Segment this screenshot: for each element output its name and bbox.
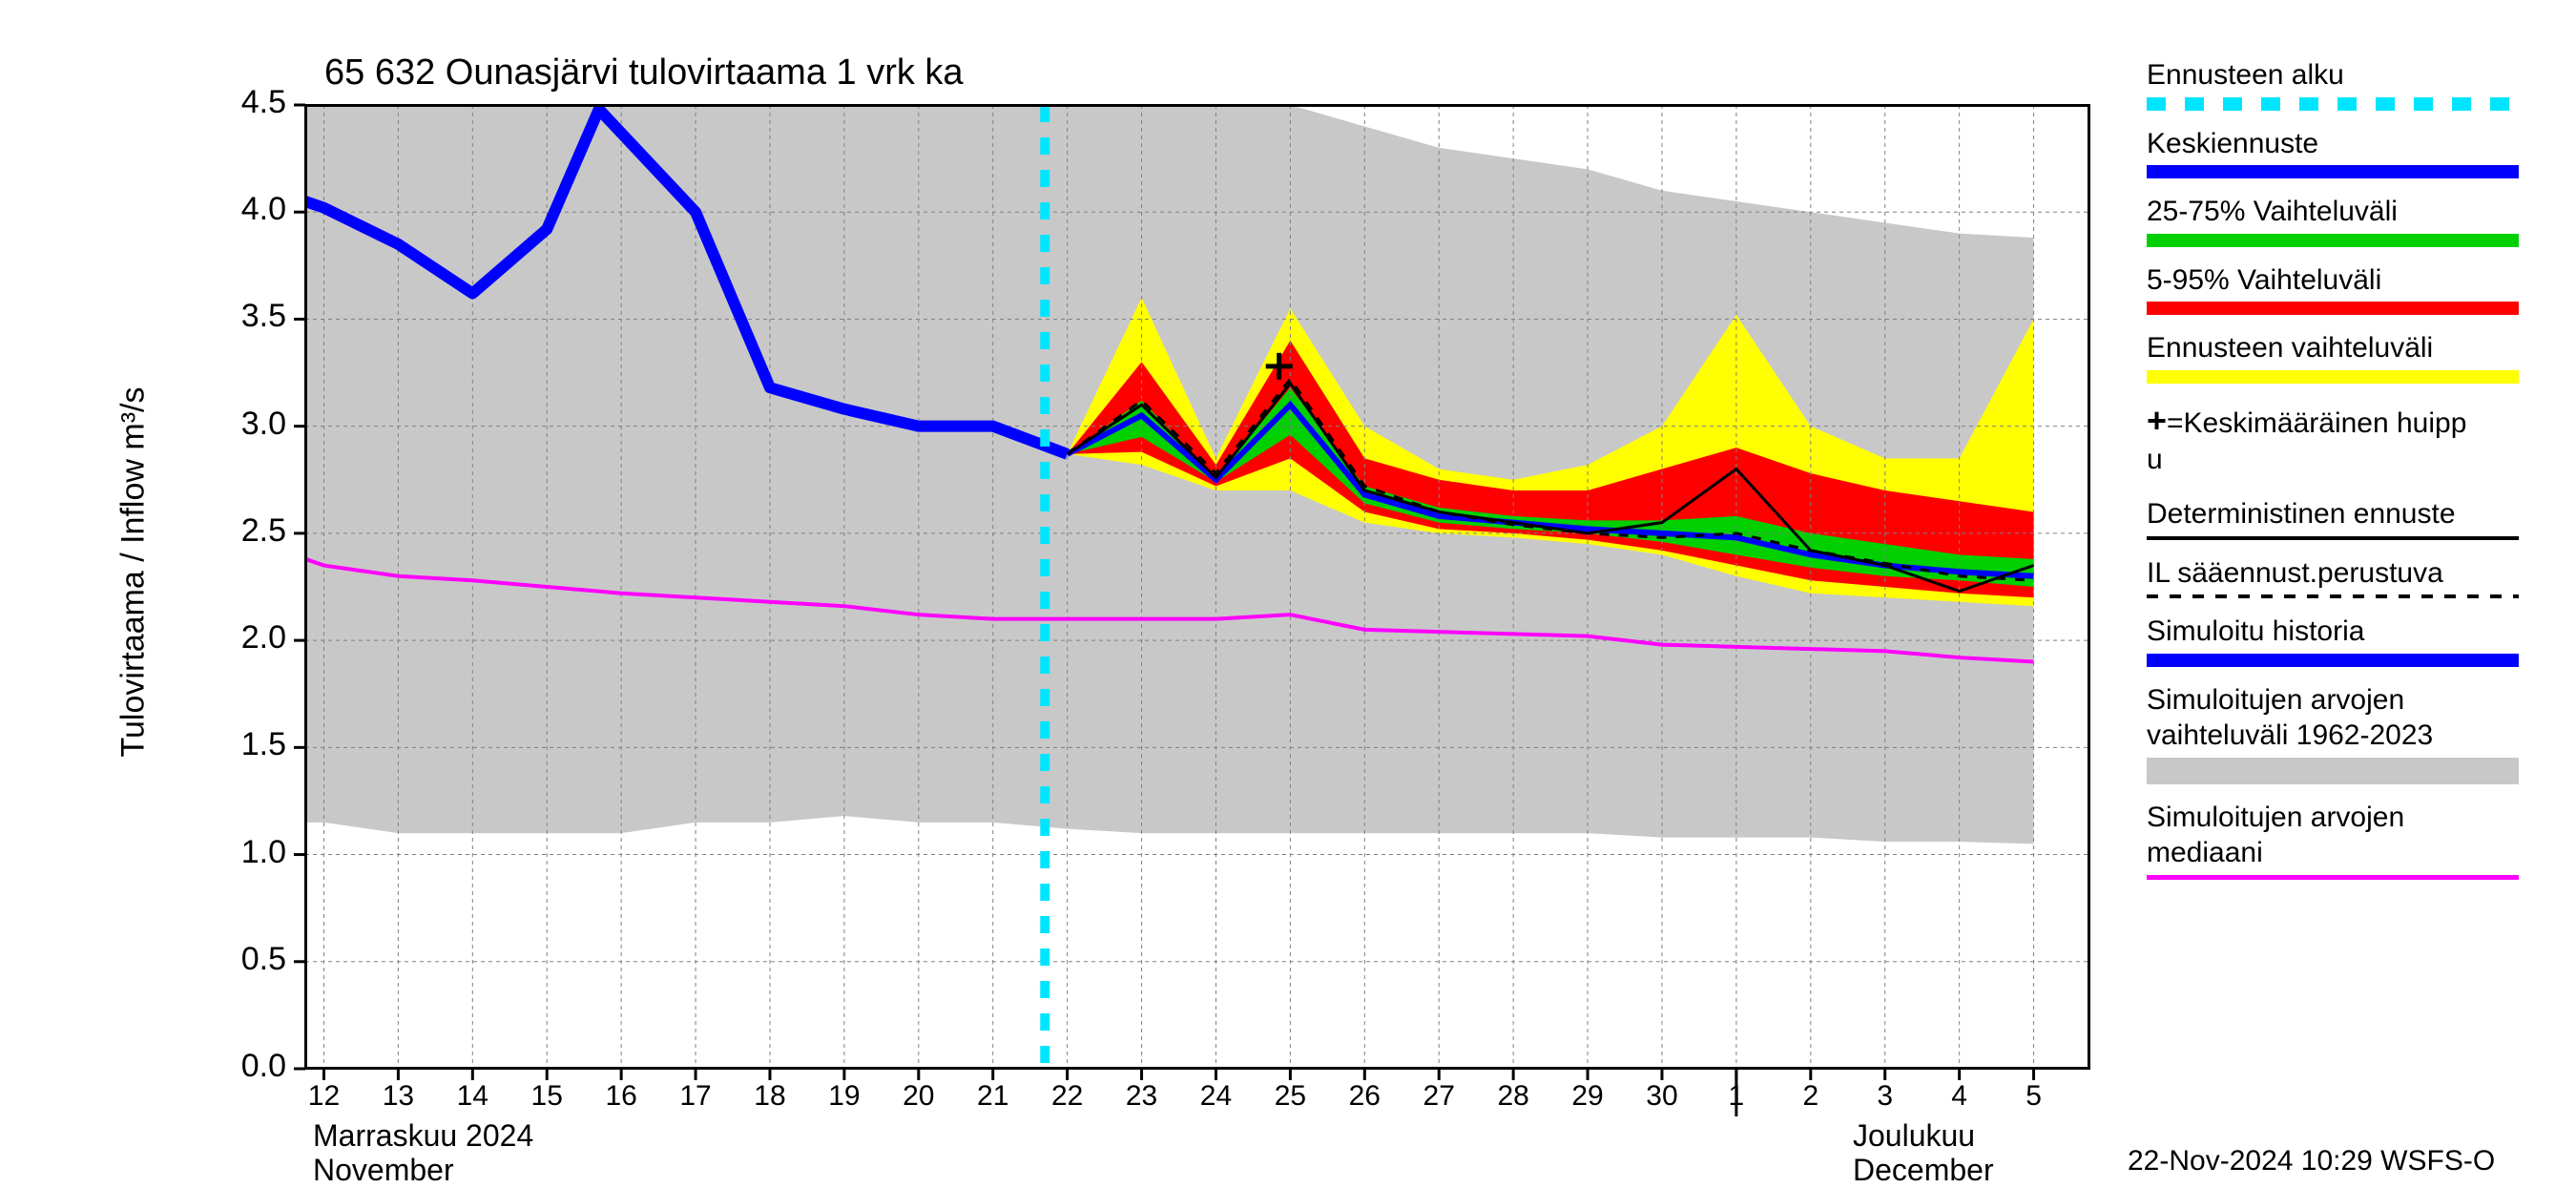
legend-forecast-range: Ennusteen vaihteluväli — [2147, 330, 2557, 384]
month-label-dec-fi: Joulukuu — [1853, 1118, 1975, 1154]
y-tick-label: 3.5 — [241, 298, 286, 335]
x-tick-label: 4 — [1951, 1080, 1967, 1113]
x-tick-label: 18 — [754, 1080, 785, 1113]
legend-il-weather: IL sääennust.perustuva — [2147, 555, 2557, 599]
x-tick-label: 19 — [828, 1080, 860, 1113]
y-tick-label: 4.0 — [241, 191, 286, 228]
plus-icon: + — [2147, 401, 2167, 440]
legend-swatch-blue-history — [2147, 654, 2519, 667]
legend-swatch-cyan-dashed — [2147, 97, 2519, 111]
x-tick-label: 17 — [679, 1080, 711, 1113]
x-tick-label: 13 — [383, 1080, 414, 1113]
legend-5-95: 5-95% Vaihteluväli — [2147, 262, 2557, 316]
y-tick-label: 1.5 — [241, 726, 286, 763]
legend-swatch-blue — [2147, 165, 2519, 178]
x-tick-label: 28 — [1497, 1080, 1528, 1113]
x-tick-label: 25 — [1275, 1080, 1306, 1113]
y-tick-label: 2.5 — [241, 512, 286, 550]
y-tick-label: 4.5 — [241, 84, 286, 121]
legend-sim-range: Simuloitujen arvojen vaihteluväli 1962-2… — [2147, 682, 2557, 784]
y-tick-label: 0.0 — [241, 1048, 286, 1085]
x-tick-label: 22 — [1051, 1080, 1083, 1113]
legend-swatch-green — [2147, 234, 2519, 247]
legend-swatch-black-dashed — [2147, 594, 2519, 598]
legend-sim-median: Simuloitujen arvojen mediaani — [2147, 800, 2557, 880]
legend-forecast-start: Ennusteen alku — [2147, 57, 2557, 111]
legend-avg-peak: +=Keskimääräinen huipp u — [2147, 399, 2557, 478]
y-tick-label: 1.0 — [241, 834, 286, 871]
legend-swatch-yellow — [2147, 370, 2519, 384]
chart-plot — [305, 105, 2089, 1069]
month-label-nov-fi: Marraskuu 2024 — [313, 1118, 533, 1154]
chart-title: 65 632 Ounasjärvi tulovirtaama 1 vrk ka — [324, 52, 964, 94]
y-tick-label: 3.0 — [241, 406, 286, 443]
timestamp-label: 22-Nov-2024 10:29 WSFS-O — [2128, 1145, 2495, 1178]
chart-container: 65 632 Ounasjärvi tulovirtaama 1 vrk ka … — [0, 0, 2576, 1145]
legend-mean-forecast: Keskiennuste — [2147, 126, 2557, 179]
x-tick-label: 29 — [1571, 1080, 1603, 1113]
x-tick-label: 27 — [1423, 1080, 1455, 1113]
x-tick-label: 21 — [977, 1080, 1008, 1113]
legend-swatch-black-solid — [2147, 536, 2519, 540]
y-axis-label: Tulovirtaama / Inflow m³/s — [115, 286, 153, 859]
legend-deterministic: Deterministinen ennuste — [2147, 496, 2557, 540]
legend-sim-history: Simuloitu historia — [2147, 614, 2557, 667]
legend-swatch-red — [2147, 302, 2519, 315]
x-tick-label: 30 — [1646, 1080, 1677, 1113]
y-tick-label: 2.0 — [241, 619, 286, 657]
x-tick-label: 16 — [605, 1080, 636, 1113]
x-tick-label: 15 — [531, 1080, 563, 1113]
month-label-nov-en: November — [313, 1153, 454, 1188]
x-tick-label: 5 — [2025, 1080, 2042, 1113]
y-tick-label: 0.5 — [241, 941, 286, 978]
x-tick-label: 2 — [1802, 1080, 1818, 1113]
x-tick-label: 23 — [1126, 1080, 1157, 1113]
x-tick-label: 12 — [308, 1080, 340, 1113]
x-tick-label: 14 — [457, 1080, 488, 1113]
legend-swatch-gray — [2147, 758, 2519, 784]
x-tick-label: 24 — [1200, 1080, 1232, 1113]
x-tick-label: 3 — [1877, 1080, 1893, 1113]
legend-swatch-magenta — [2147, 875, 2519, 880]
legend-25-75: 25-75% Vaihteluväli — [2147, 194, 2557, 247]
legend: Ennusteen alku Keskiennuste 25-75% Vaiht… — [2147, 57, 2557, 895]
x-tick-label: 20 — [903, 1080, 934, 1113]
x-tick-label: 1 — [1729, 1080, 1745, 1113]
month-label-dec-en: December — [1853, 1153, 1994, 1188]
x-tick-label: 26 — [1349, 1080, 1381, 1113]
